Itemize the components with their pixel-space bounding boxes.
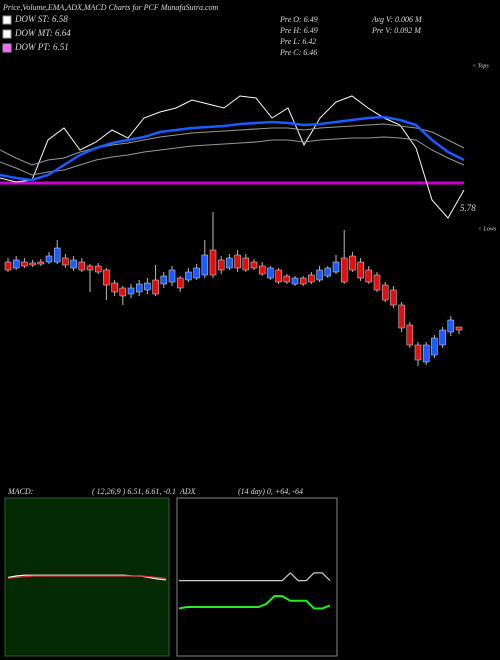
candle-body — [390, 289, 397, 306]
stat: Pre V: 0.092 M — [371, 26, 422, 35]
candle-body — [226, 257, 233, 269]
candle-body — [21, 261, 28, 267]
candle-body — [431, 337, 438, 356]
candle-body — [242, 257, 250, 271]
candle-body — [439, 329, 446, 346]
stat: Pre C: 6.46 — [279, 48, 317, 57]
macd-label: MACD: — [7, 487, 34, 496]
series-line — [7, 575, 167, 579]
candle-body — [86, 265, 94, 271]
candle-body — [234, 254, 241, 269]
candle-body — [349, 255, 356, 271]
candle-body — [217, 259, 225, 271]
chart-title: Price,Volume,EMA,ADX,MACD Charts for PCF… — [2, 3, 219, 12]
stat: Pre H: 6.49 — [279, 26, 318, 35]
candle-body — [144, 282, 151, 291]
candle-body — [29, 262, 36, 266]
candle-body — [258, 265, 266, 275]
candle-body — [209, 249, 217, 276]
legend-label: DOW ST: 6.58 — [14, 14, 68, 24]
candle-body — [185, 271, 192, 281]
candle-body — [275, 269, 282, 283]
annotation: 5.78 — [460, 203, 476, 213]
candle-body — [152, 279, 159, 295]
tops-label: < Tops — [472, 63, 489, 69]
series-line — [178, 595, 331, 610]
candle-body — [193, 267, 200, 279]
series-line — [0, 115, 465, 182]
series-line — [0, 136, 465, 176]
legend-swatch — [2, 43, 12, 53]
candle-body — [267, 267, 274, 279]
candle-body — [12, 259, 20, 269]
candle-body — [381, 284, 389, 301]
candle-body — [373, 274, 381, 291]
candle-body — [324, 267, 332, 277]
candle-body — [332, 261, 340, 273]
legend-label: DOW MT: 6.64 — [14, 28, 71, 38]
candle-body — [111, 282, 118, 293]
candle-body — [299, 277, 307, 285]
candle-body — [53, 247, 61, 263]
lows-label: < Lows — [478, 226, 497, 232]
candle-body — [447, 319, 455, 333]
candle-body — [37, 261, 45, 265]
candle-body — [160, 275, 168, 285]
candle-body — [62, 257, 69, 266]
candle-body — [45, 255, 53, 263]
candle-body — [308, 274, 315, 283]
candle-body — [406, 324, 414, 346]
candle-body — [340, 257, 348, 283]
series-line — [179, 572, 331, 582]
stat: Pre L: 6.42 — [279, 37, 316, 46]
candle-body — [283, 275, 291, 283]
candle-body — [168, 269, 176, 283]
candle-body — [291, 277, 299, 285]
candle-body — [316, 269, 323, 281]
candle-body — [357, 261, 364, 279]
candle-body — [422, 344, 430, 363]
macd-frame — [4, 497, 170, 657]
candle-body — [70, 259, 77, 269]
stat: Avg V: 0.006 M — [371, 15, 423, 24]
candle-body — [176, 277, 184, 289]
candle-body — [201, 254, 209, 276]
candle-body — [455, 326, 463, 331]
stat: Pre O: 6.49 — [279, 15, 318, 24]
legend-label: DOW PT: 6.51 — [14, 42, 69, 52]
adx-frame — [176, 497, 338, 657]
candle-body — [135, 283, 143, 293]
candle-body — [414, 344, 422, 361]
candle-body — [250, 261, 258, 269]
series-line — [0, 123, 465, 166]
adx-params: (14 day) 0, +64, -64 — [238, 487, 303, 496]
macd-params: ( 12,26,9 ) 6.51, 6.61, -0.1 — [92, 487, 176, 496]
candle-body — [127, 287, 135, 295]
candle-body — [103, 269, 110, 286]
candle-body — [365, 269, 373, 283]
legend-swatch — [2, 29, 12, 39]
legend-swatch — [2, 15, 12, 25]
candle-body — [398, 304, 405, 329]
series-line — [0, 95, 465, 219]
candle-body — [94, 265, 102, 273]
candle-body — [4, 261, 12, 271]
adx-label: ADX — [179, 487, 197, 496]
candle-body — [119, 287, 127, 297]
candle-body — [78, 261, 86, 271]
